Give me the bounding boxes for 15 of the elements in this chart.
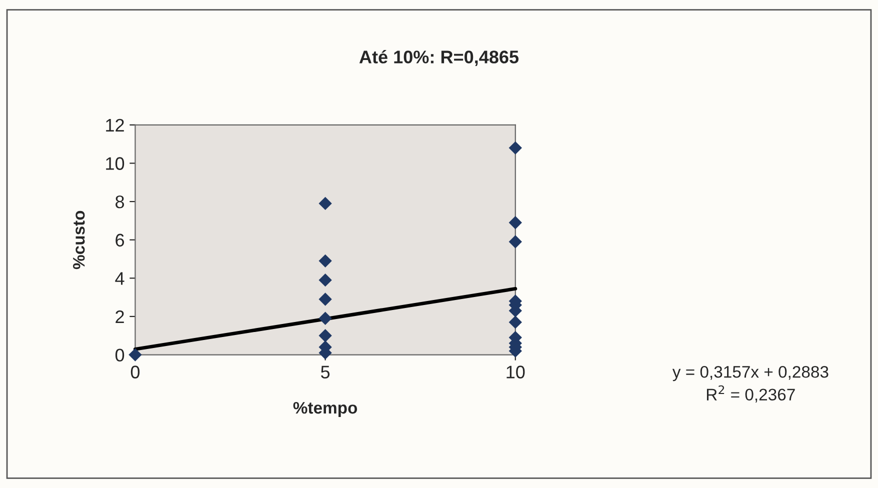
x-tick-label: 0 [130,366,140,378]
x-tick-label: 5 [321,366,330,378]
y-tick-label: 4 [115,272,124,285]
x-tick-label: 10 [506,366,525,378]
y-tick-label: 6 [116,234,124,247]
y-axis-title: %custo [72,210,85,270]
y-tick-label: 2 [116,310,124,324]
text: R$^{2}$ = 0,2367 [706,385,795,402]
y-tick-label: 0 [115,348,124,362]
x-axis-title: %tempo [293,402,358,418]
chart-title: Até 10%: R=0,4865 [359,50,519,66]
y-tick-label: 12 [106,118,124,132]
text: y = 0,3157x + 0,2883 [672,366,828,382]
y-tick-label: 8 [116,195,124,208]
y-tick-label: 10 [106,157,124,170]
